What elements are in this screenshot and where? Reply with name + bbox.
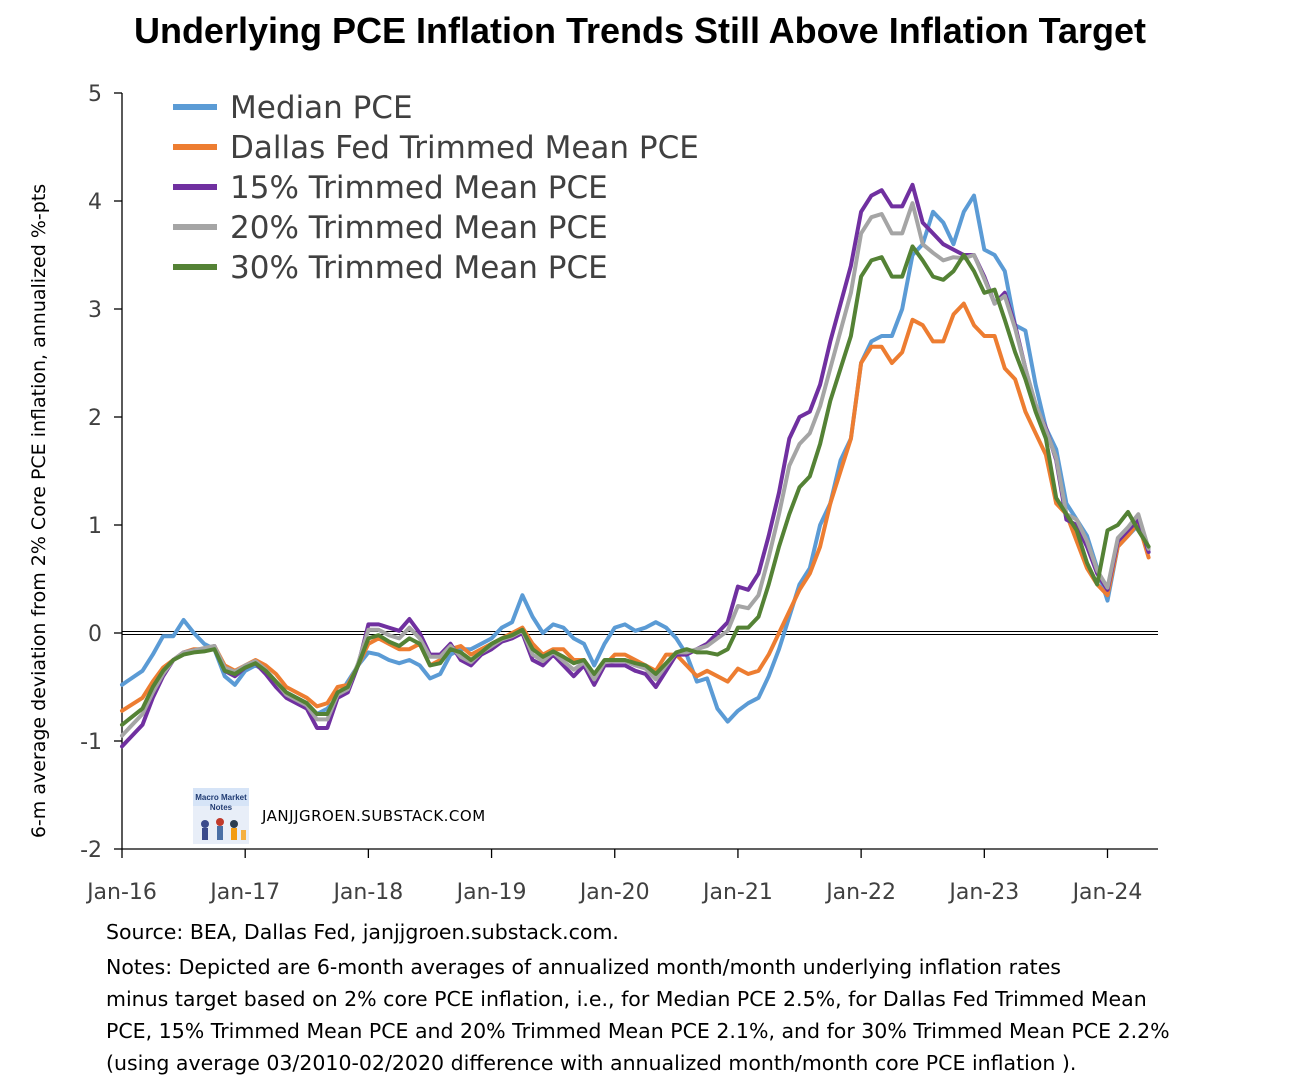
- x-tick-label: Jan-23: [947, 880, 1019, 905]
- svg-text:Notes: Notes: [210, 803, 233, 812]
- y-tick-label: 5: [88, 82, 102, 107]
- macro-market-notes-logo: Macro Market Notes: [193, 788, 249, 844]
- notes-line-1: Notes: Depicted are 6-month averages of …: [106, 955, 1061, 979]
- x-tick-label: Jan-19: [455, 880, 527, 905]
- legend-label-2: Dallas Fed Trimmed Mean PCE: [230, 130, 699, 166]
- legend-label-3: 15% Trimmed Mean PCE: [230, 170, 608, 206]
- axes: 6-m average deviation from 2% Core PCE i…: [28, 82, 1158, 905]
- y-tick-label: 1: [88, 514, 102, 539]
- notes-line-2: minus target based on 2% core PCE inflat…: [106, 987, 1147, 1011]
- legend-label-1: Median PCE: [230, 90, 413, 126]
- legend-label-5: 30% Trimmed Mean PCE: [230, 250, 608, 286]
- x-tick-label: Jan-17: [208, 880, 280, 905]
- y-tick-label: 3: [88, 298, 102, 323]
- series-lines: [120, 182, 1151, 749]
- notes-line-4: (using average 03/2010-02/2020 differenc…: [106, 1051, 1077, 1075]
- watermark-site: JANJJGROEN.SUBSTACK.COM: [261, 807, 486, 825]
- y-axis-label: 6-m average deviation from 2% Core PCE i…: [28, 184, 50, 838]
- notes-line-3: PCE, 15% Trimmed Mean PCE and 20% Trimme…: [106, 1019, 1170, 1043]
- series-line-5: [120, 244, 1151, 727]
- y-tick-label: 2: [88, 406, 102, 431]
- y-tick-label: 4: [88, 190, 102, 215]
- x-tick-label: Jan-16: [85, 880, 157, 905]
- source-note: Source: BEA, Dallas Fed, janjjgroen.subs…: [106, 920, 619, 944]
- y-tick-label: -2: [80, 838, 102, 863]
- watermark: Macro Market Notes JANJJGROEN.SUBSTACK.C…: [193, 788, 486, 844]
- series-line-2: [120, 301, 1151, 713]
- chart-title: Underlying PCE Inflation Trends Still Ab…: [133, 10, 1147, 51]
- x-tick-label: Jan-22: [824, 880, 896, 905]
- legend: Median PCE Dallas Fed Trimmed Mean PCE 15%…: [173, 90, 699, 286]
- x-tick-label: Jan-18: [331, 880, 403, 905]
- x-tick-label: Jan-20: [578, 880, 650, 905]
- legend-label-4: 20% Trimmed Mean PCE: [230, 210, 608, 246]
- x-tick-label: Jan-24: [1071, 880, 1143, 905]
- y-tick-label: -1: [80, 730, 102, 755]
- y-tick-label: 0: [88, 622, 102, 647]
- svg-text:Macro Market: Macro Market: [195, 793, 247, 802]
- x-tick-label: Jan-21: [701, 880, 773, 905]
